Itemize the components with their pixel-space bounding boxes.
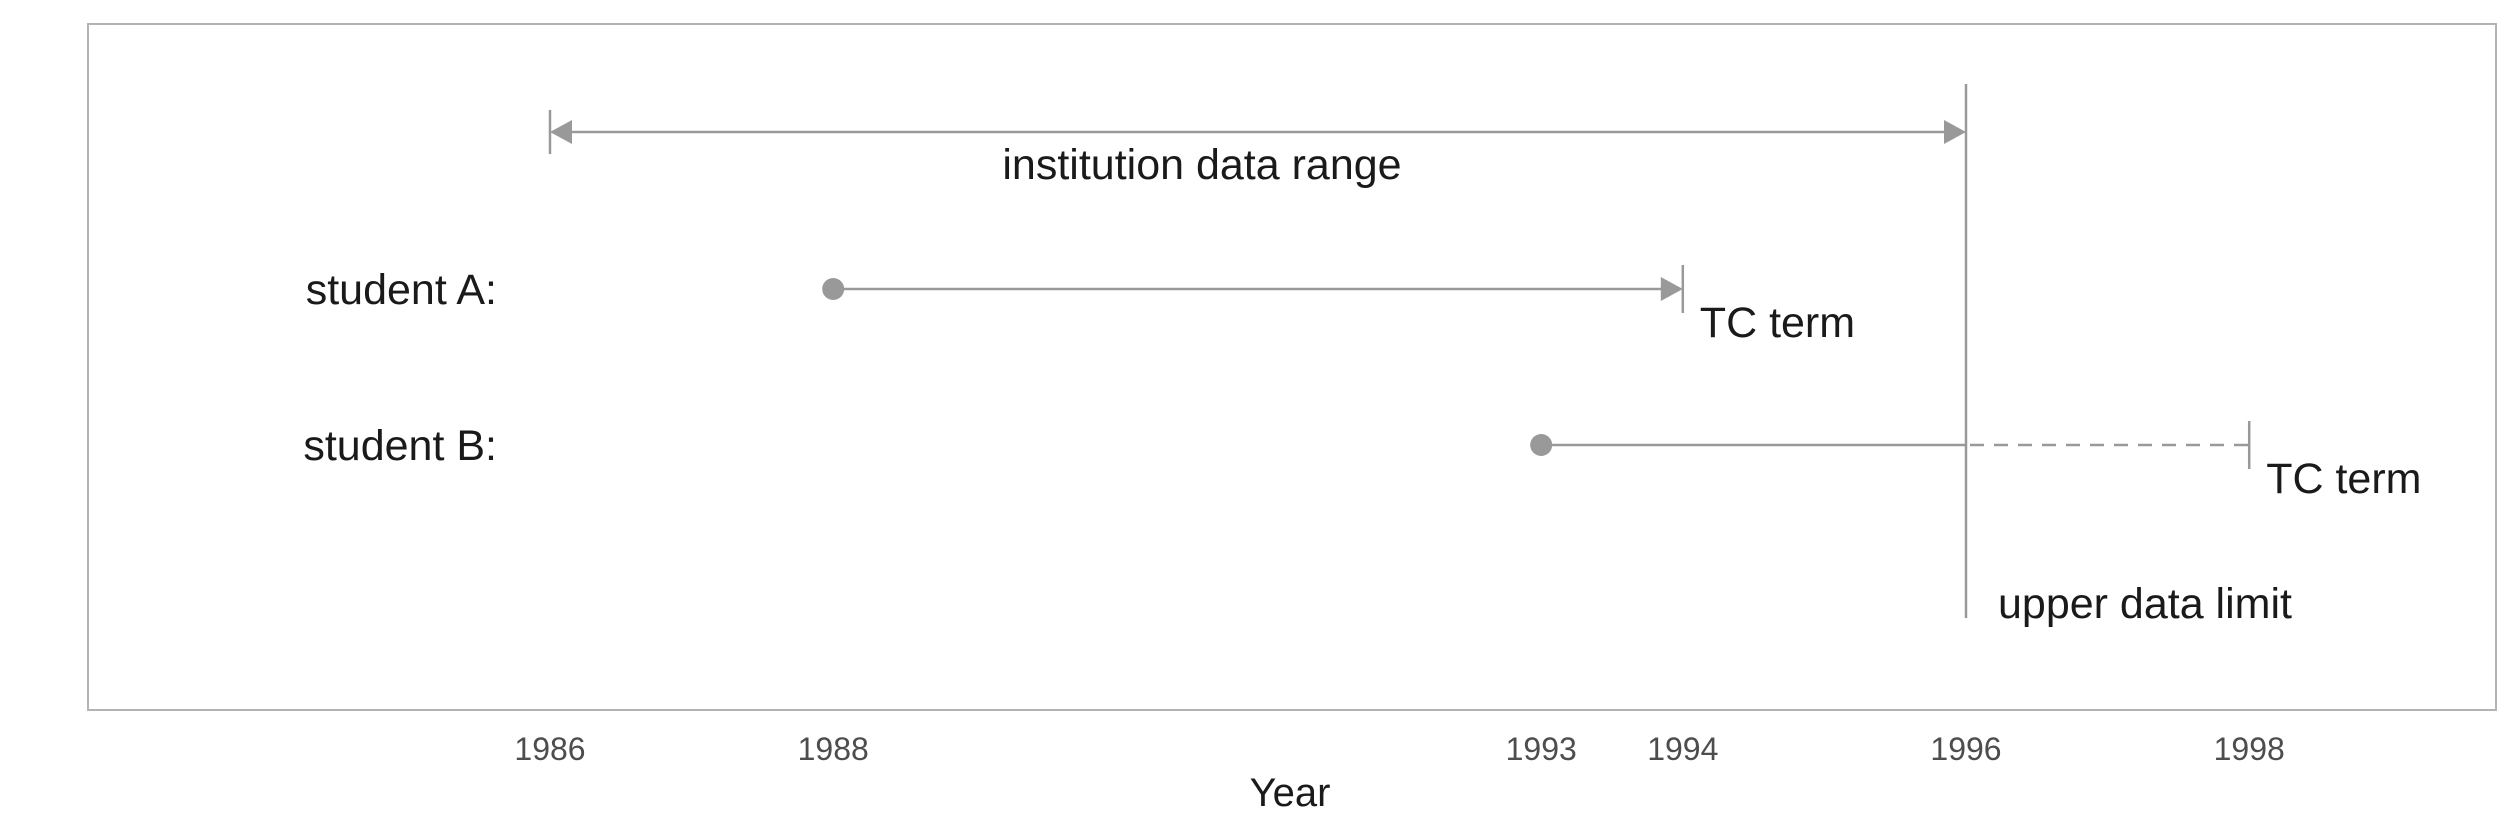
upper-data-limit: upper data limit xyxy=(1964,84,2292,628)
plot-frame xyxy=(87,23,2497,711)
student-a-end-label: TC term xyxy=(1700,299,1855,347)
student-b-label: student B: xyxy=(303,422,497,470)
x-tick-label: 1986 xyxy=(514,731,585,767)
x-axis-title: Year xyxy=(1250,771,1331,815)
student-b-end-label: TC term xyxy=(2266,455,2421,503)
institution-range-label: institution data range xyxy=(1002,141,1401,189)
student-a-label: student A: xyxy=(306,266,497,314)
student-b-row: student B: TC term xyxy=(303,421,2421,503)
institution-range-left-arrowhead xyxy=(550,120,572,144)
x-axis-ticks: 1986 1988 1993 1994 1996 1998 xyxy=(514,731,2284,767)
student-a-row: student A: TC term xyxy=(306,265,1855,347)
institution-range: institution data range xyxy=(548,110,1966,189)
upper-data-limit-label: upper data limit xyxy=(1998,580,2292,628)
x-tick-label: 1998 xyxy=(2214,731,2285,767)
student-a-arrowhead xyxy=(1660,277,1683,301)
x-tick-label: 1994 xyxy=(1647,731,1718,767)
x-tick-label: 1988 xyxy=(798,731,869,767)
institution-range-right-arrowhead xyxy=(1944,120,1966,144)
x-tick-label: 1996 xyxy=(1930,731,2001,767)
x-tick-label: 1993 xyxy=(1506,731,1577,767)
